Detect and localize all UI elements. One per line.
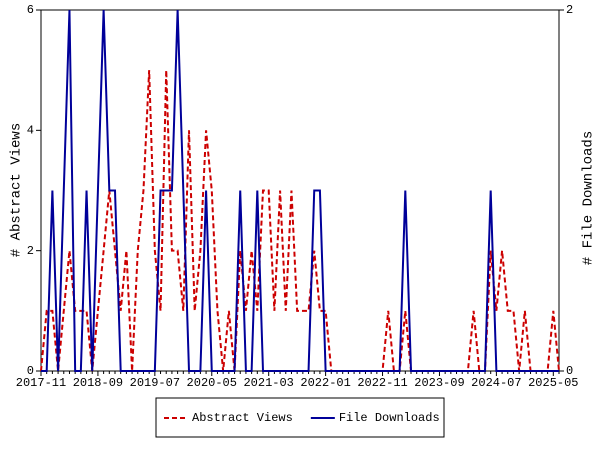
y-axis-title: # Abstract Views	[9, 123, 25, 257]
x-tick-label: 2025-05	[528, 376, 578, 390]
legend-label: Abstract Views	[192, 411, 293, 425]
y2-tick-label: 2	[566, 3, 573, 17]
x-tick-label: 2018-09	[73, 376, 123, 390]
x-tick-label: 2023-09	[414, 376, 464, 390]
y2-tick-label: 0	[566, 364, 573, 378]
x-tick-label: 2022-11	[357, 376, 407, 390]
y2-axis-title: # File Downloads	[581, 131, 597, 265]
y-tick-label: 4	[27, 124, 34, 138]
x-tick-label: 2020-05	[187, 376, 237, 390]
x-tick-label: 2017-11	[16, 376, 66, 390]
y-tick-label: 2	[27, 244, 34, 258]
series-line	[40, 70, 560, 372]
x-tick-label: 2019-07	[130, 376, 180, 390]
x-tick-label: 2021-03	[243, 376, 293, 390]
legend-label: File Downloads	[339, 411, 440, 425]
x-tick-label: 2024-07	[471, 376, 521, 390]
y-tick-label: 6	[27, 3, 34, 17]
y-tick-label: 0	[27, 364, 34, 378]
series-line	[41, 9, 559, 372]
legend-box	[155, 397, 445, 438]
x-tick-label: 2022-01	[300, 376, 350, 390]
